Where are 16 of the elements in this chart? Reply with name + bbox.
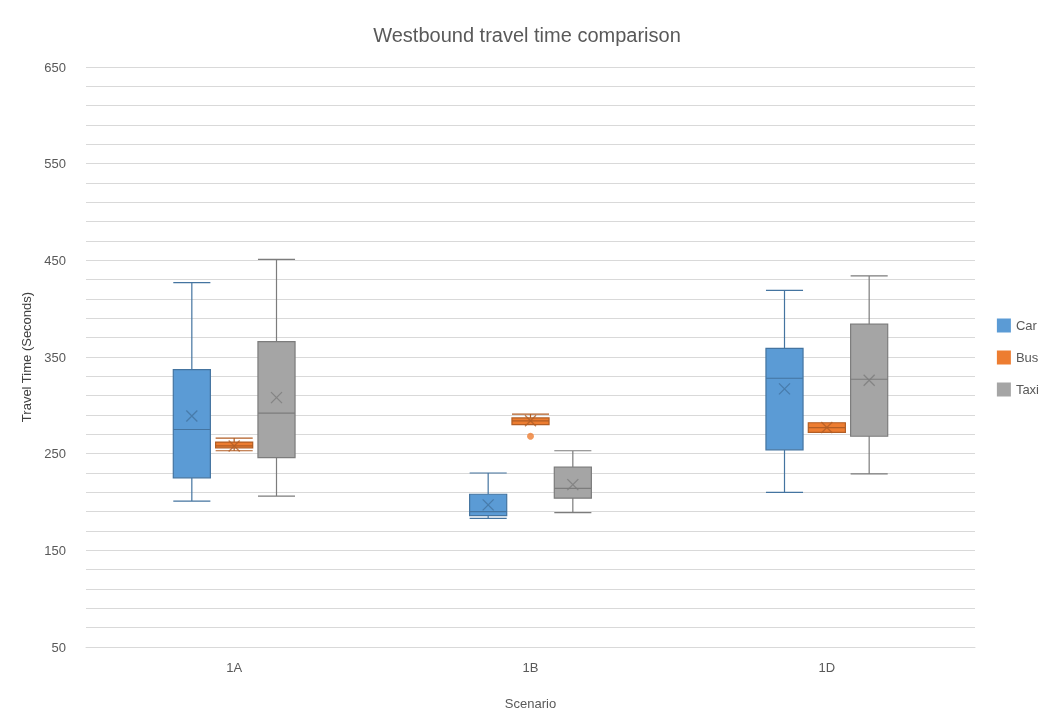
- y-tick-label: 250: [44, 446, 66, 462]
- y-tick-label: 150: [44, 542, 66, 558]
- x-tick-label: 1B: [522, 660, 539, 675]
- y-tick-label: 50: [51, 639, 66, 655]
- x-tick-label: 1A: [226, 660, 243, 675]
- legend-label: Taxi: [1015, 382, 1040, 397]
- y-tick-label: 650: [44, 59, 66, 75]
- y-tick-label: 350: [44, 349, 66, 365]
- legend-label: Bus: [1015, 350, 1039, 365]
- y-tick-label: 550: [44, 156, 66, 172]
- y-axis-title: Travel Time (Seconds): [19, 291, 35, 423]
- y-tick-label: 450: [44, 252, 66, 268]
- x-axis-title: Scenario: [504, 696, 557, 711]
- chart-title: Westbound travel time comparison: [373, 24, 681, 46]
- legend-label: Car: [1015, 318, 1038, 333]
- x-tick-label: 1D: [818, 660, 836, 675]
